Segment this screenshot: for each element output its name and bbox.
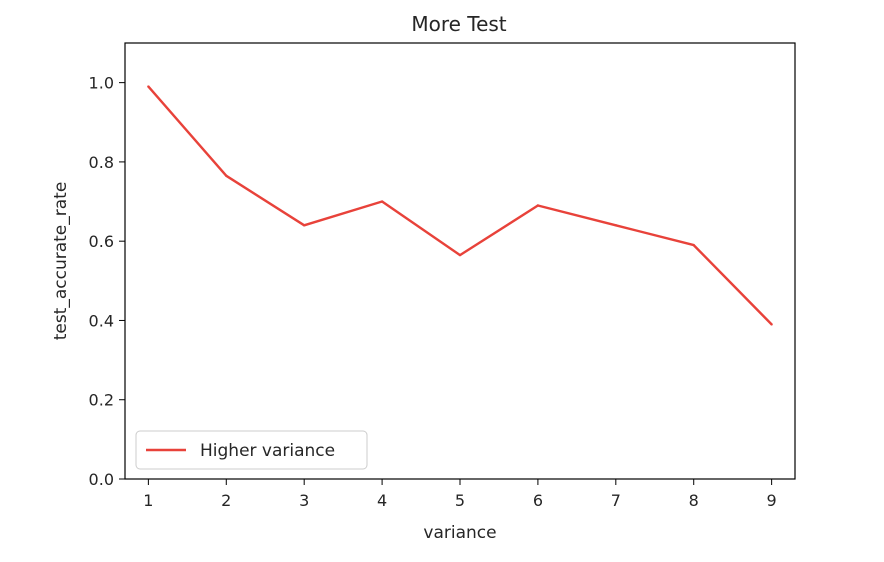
x-tick-label: 9 <box>767 491 777 510</box>
x-axis-label: variance <box>423 523 496 543</box>
y-tick-label: 1.0 <box>89 74 114 93</box>
data-point <box>380 200 384 203</box>
data-point <box>458 253 462 257</box>
x-tick-label: 1 <box>143 491 153 510</box>
y-tick-label: 0.2 <box>89 391 114 410</box>
y-axis-label: test_accurate_rate <box>51 182 71 341</box>
x-tick-label: 8 <box>689 491 699 510</box>
x-tick-label: 6 <box>533 491 543 510</box>
plot-frame <box>124 42 796 480</box>
legend: Higher variance <box>135 430 368 470</box>
y-axis-ticks: 0.0 0.2 0.4 0.6 0.8 1.0 <box>89 74 125 489</box>
y-tick-label: 0.4 <box>89 311 114 330</box>
series-line <box>147 85 773 326</box>
x-tick-label: 5 <box>455 491 465 510</box>
y-tick-label: 0.6 <box>89 232 114 251</box>
data-point <box>770 323 773 326</box>
data-point <box>225 174 228 177</box>
data-point <box>536 204 540 207</box>
legend-frame <box>135 430 368 470</box>
x-axis-ticks: 1 2 3 4 5 6 7 8 9 <box>143 479 777 510</box>
x-tick-label: 2 <box>221 491 231 510</box>
legend-label: Higher variance <box>200 441 335 461</box>
x-tick-label: 4 <box>377 491 387 510</box>
data-point <box>302 224 306 227</box>
data-point <box>147 85 150 88</box>
series-layer <box>147 85 773 326</box>
data-point <box>614 224 618 227</box>
y-tick-label: 0.0 <box>89 470 114 489</box>
chart-title: More Test <box>411 12 506 36</box>
x-tick-label: 7 <box>611 491 621 510</box>
x-tick-label: 3 <box>299 491 309 510</box>
y-tick-label: 0.8 <box>89 153 114 172</box>
data-point <box>692 243 695 247</box>
